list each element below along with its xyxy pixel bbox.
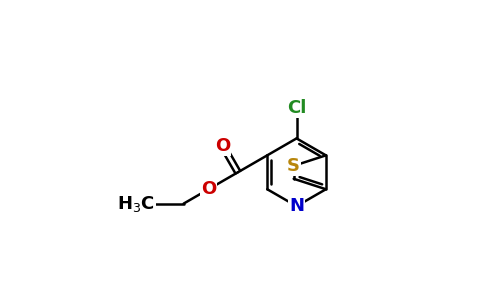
Text: O: O <box>201 180 216 198</box>
Text: N: N <box>289 197 304 215</box>
Text: O: O <box>215 136 230 154</box>
Text: S: S <box>287 157 300 175</box>
Text: Cl: Cl <box>287 99 306 117</box>
Text: H$_3$C: H$_3$C <box>117 194 155 214</box>
